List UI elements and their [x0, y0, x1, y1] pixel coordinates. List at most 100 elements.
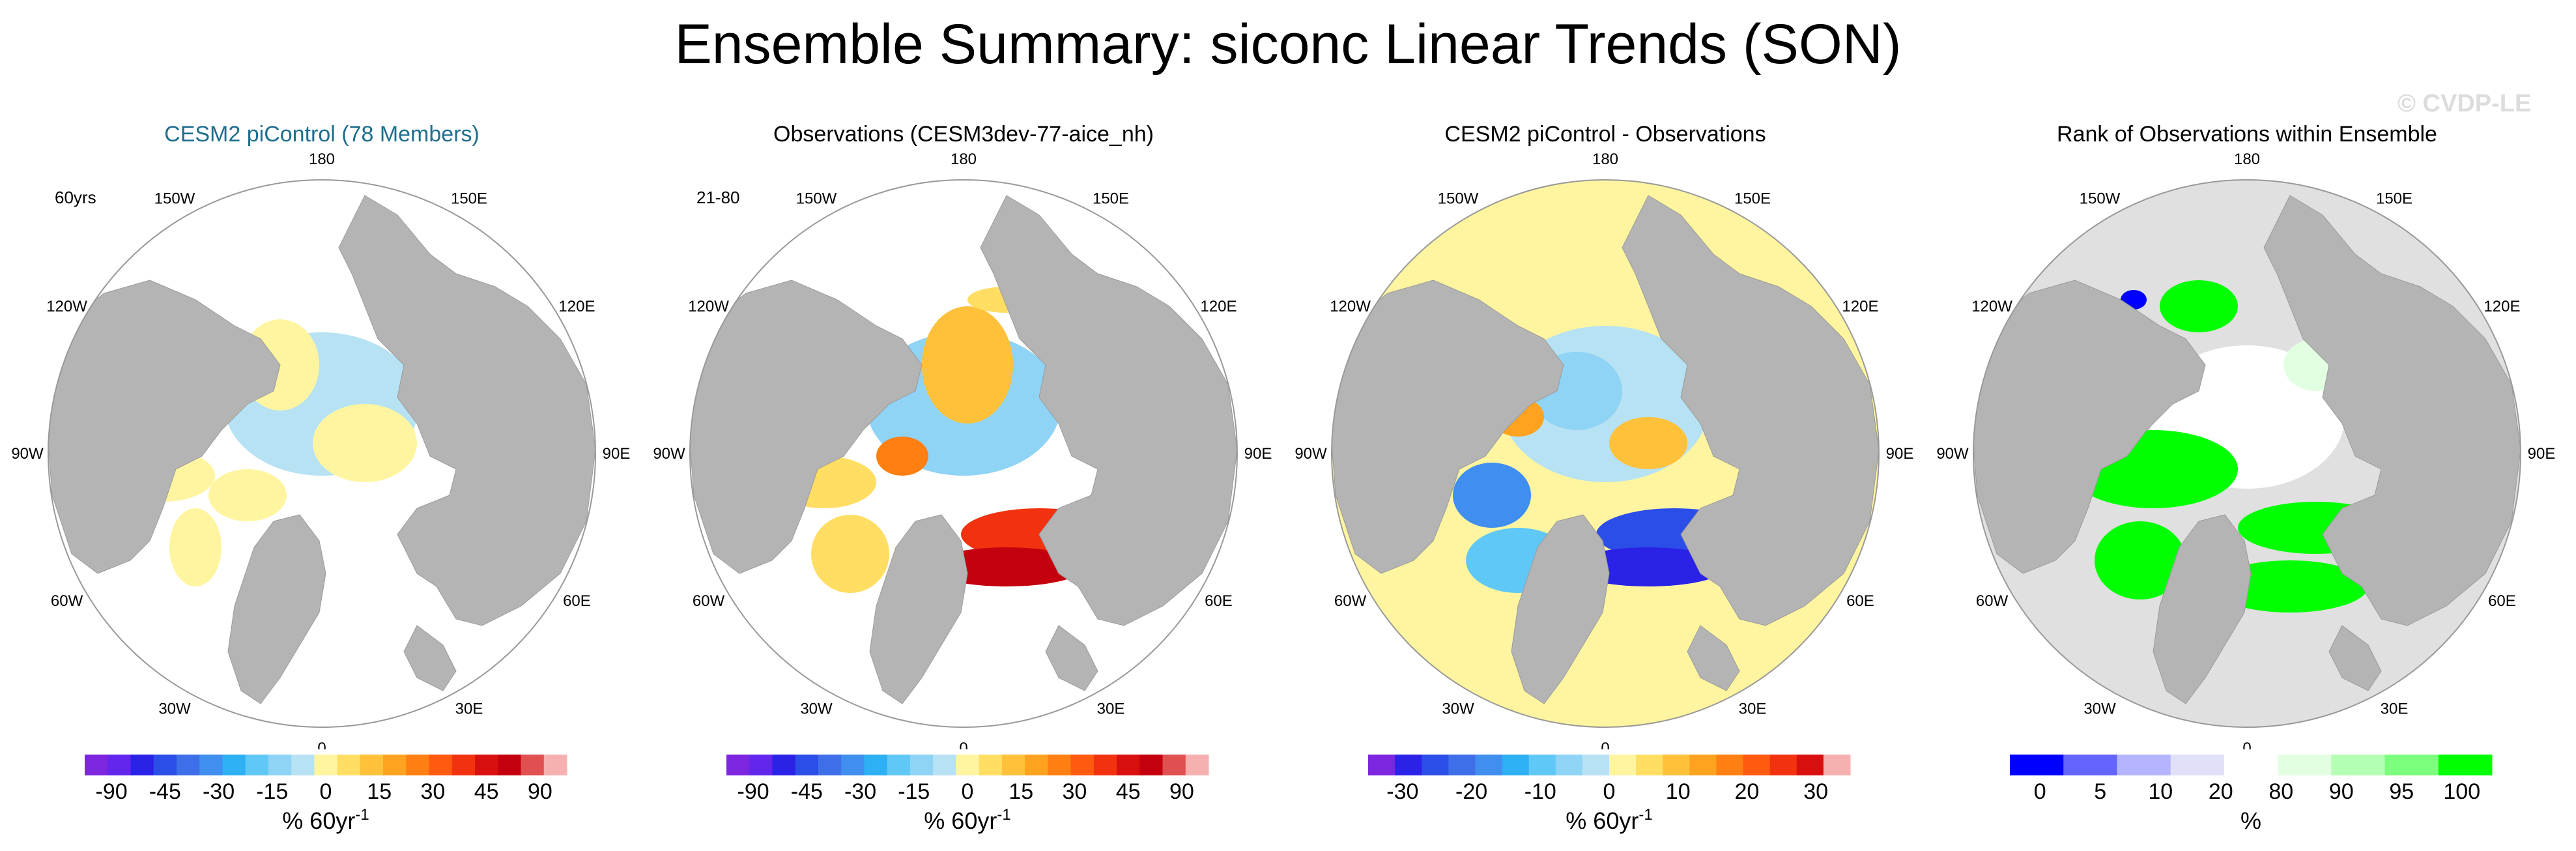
- colorbar-swatch: [475, 755, 498, 775]
- longitude-label: 150W: [796, 190, 837, 208]
- longitude-label: 60W: [1976, 592, 2009, 610]
- land-mass: [690, 280, 923, 574]
- colorbar-swatch: [85, 755, 108, 775]
- colorbar-swatch: [1475, 755, 1503, 775]
- longitude-label: 90E: [1244, 445, 1272, 463]
- colorbar-tick-label: 15: [367, 779, 392, 804]
- colorbar-tick-label: -90: [737, 779, 769, 804]
- land-mass: [2153, 514, 2252, 704]
- longitude-label: 180: [1592, 151, 1618, 168]
- colorbar-swatch: [1609, 755, 1637, 775]
- sea-ice-trend-region: [208, 469, 287, 521]
- panel-period-label: 21-80: [696, 188, 740, 207]
- panel-period-label: 60yrs: [55, 188, 96, 207]
- colorbar-swatch: [176, 755, 200, 775]
- longitude-label: 0: [2242, 740, 2251, 749]
- colorbar-swatch: [864, 755, 888, 775]
- colorbar-tick-label: 20: [1735, 779, 1760, 804]
- colorbar-tick-label: -90: [96, 779, 128, 804]
- colorbar-swatch: [1743, 755, 1771, 775]
- sea-ice-trend-region: [2160, 280, 2238, 332]
- longitude-label: 90E: [603, 445, 631, 463]
- colorbar-tick-label: 0: [962, 779, 974, 804]
- colorbar-swatch: [772, 755, 796, 775]
- longitude-label: 60W: [1334, 592, 1367, 610]
- panel-title: Rank of Observations within Ensemble: [2057, 122, 2437, 147]
- colorbar-swatch: [1139, 755, 1164, 775]
- colorbar-swatch: [1448, 755, 1476, 775]
- map-content: [690, 180, 1237, 727]
- longitude-label: 60W: [693, 592, 725, 610]
- colorbar-tick-label: 30: [1803, 779, 1828, 804]
- longitude-label: 0: [1601, 740, 1609, 749]
- longitude-label: 60E: [563, 592, 591, 610]
- colorbar-tick-label: -10: [1524, 779, 1556, 804]
- colorbar-tick-label: 90: [528, 779, 552, 804]
- map-content: [1332, 180, 1879, 727]
- colorbar-tick-label: -30: [203, 779, 235, 804]
- longitude-label: 30E: [455, 700, 483, 717]
- colorbar-tick-label: 30: [1063, 779, 1087, 804]
- colorbar-swatch: [979, 755, 1003, 775]
- longitude-label: 120E: [2483, 298, 2520, 315]
- land-mass: [2263, 195, 2521, 626]
- colorbar-swatch: [2331, 755, 2386, 775]
- colorbar-swatch: [909, 755, 934, 775]
- longitude-label: 120W: [1971, 298, 2012, 315]
- colorbar-tick-label: 0: [2034, 779, 2046, 804]
- colorbar-swatch: [956, 755, 980, 775]
- land-mass: [1973, 280, 2206, 574]
- longitude-label: 30E: [1739, 700, 1767, 717]
- colorbar-tick-label: -15: [256, 779, 288, 804]
- colorbar-tick-label: 80: [2268, 779, 2293, 804]
- colorbar-swatch: [1716, 755, 1744, 775]
- colorbar-swatch: [933, 755, 956, 775]
- sea-ice-trend-region: [1609, 417, 1687, 469]
- longitude-label: 30W: [800, 700, 833, 717]
- colorbar: 0 5 10 20 80 90 95 100%: [2010, 755, 2493, 834]
- colorbar-swatch: [1025, 755, 1048, 775]
- panel-ensemble: CESM2 piControl (78 Members) 60yrs 0 30E 6…: [0, 0, 644, 851]
- longitude-label: 180: [2234, 151, 2260, 168]
- longitude-label: 90W: [11, 445, 44, 463]
- polar-map: 0 30E 60E 90E 120E 150E 180 150W 120W 90W 60W 30W: [11, 151, 631, 749]
- land-mass: [227, 514, 326, 704]
- map-boundary: [1331, 179, 1880, 728]
- colorbar-swatch: [153, 755, 177, 775]
- panel-title: Observations (CESM3dev-77-aice_nh): [773, 122, 1154, 147]
- longitude-label: 60E: [1846, 592, 1874, 610]
- colorbar-tick-label: 10: [2148, 779, 2173, 804]
- longitude-label: 150E: [1734, 190, 1771, 208]
- sea-ice-trend-region: [1570, 547, 1726, 586]
- longitude-label: 120E: [558, 298, 595, 315]
- colorbar-swatch: [337, 755, 361, 775]
- colorbar-swatch: [222, 755, 246, 775]
- colorbar-tick-label: -30: [1386, 779, 1418, 804]
- longitude-label: 90W: [1936, 445, 1969, 463]
- colorbar-tick-label: -20: [1455, 779, 1487, 804]
- colorbar-swatch: [1093, 755, 1117, 775]
- colorbar-swatch: [406, 755, 430, 775]
- longitude-label: 150E: [2376, 190, 2412, 208]
- land-mass: [869, 514, 968, 704]
- land-mass: [1687, 625, 1740, 691]
- colorbar-tick-label: 15: [1009, 779, 1033, 804]
- colorbar-swatch: [2117, 755, 2171, 775]
- panel-title: CESM2 piControl - Observations: [1444, 122, 1766, 147]
- colorbar-swatch: [1395, 755, 1422, 775]
- longitude-label: 30W: [158, 700, 191, 717]
- longitude-label: 90E: [2528, 445, 2556, 463]
- colorbar-unit-label: % 60yr-1: [924, 806, 1010, 834]
- colorbar-swatch: [1001, 755, 1025, 775]
- colorbar-swatch: [749, 755, 773, 775]
- land-mass: [338, 195, 595, 626]
- longitude-label: 30W: [1442, 700, 1474, 717]
- sea-ice-trend-region: [169, 508, 222, 586]
- colorbar-swatch: [2278, 755, 2332, 775]
- colorbar-swatch: [1117, 755, 1140, 775]
- colorbar-swatch: [1185, 755, 1209, 775]
- colorbar-swatch: [451, 755, 476, 775]
- sea-ice-trend-region: [313, 404, 417, 482]
- colorbar-swatch: [2224, 755, 2278, 775]
- sea-ice-trend-region: [876, 437, 928, 476]
